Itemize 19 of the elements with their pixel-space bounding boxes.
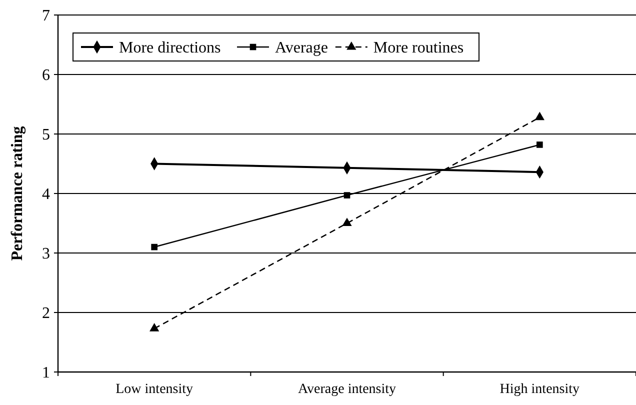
- point: [150, 323, 160, 332]
- point: [151, 244, 158, 250]
- y-tick-label: 1: [42, 364, 50, 382]
- y-tick-label: 3: [42, 246, 50, 263]
- x-tick-label: High intensity: [500, 382, 580, 397]
- point: [344, 192, 350, 198]
- y-tick-label: 7: [42, 8, 50, 25]
- legend-label: Average: [275, 40, 328, 57]
- y-tick-label: 5: [42, 126, 50, 144]
- point: [536, 142, 543, 148]
- y-tick-label: 2: [42, 305, 50, 322]
- x-tick-label: Average intensity: [298, 382, 396, 397]
- y-tick-label: 4: [42, 186, 50, 204]
- y-tick-label: 6: [42, 67, 50, 84]
- x-tick-label: Low intensity: [116, 382, 194, 397]
- point: [342, 218, 352, 226]
- legend-label: More directions: [119, 40, 221, 57]
- legend-label: More routines: [373, 40, 464, 57]
- y-axis-title: Performance rating: [9, 126, 26, 261]
